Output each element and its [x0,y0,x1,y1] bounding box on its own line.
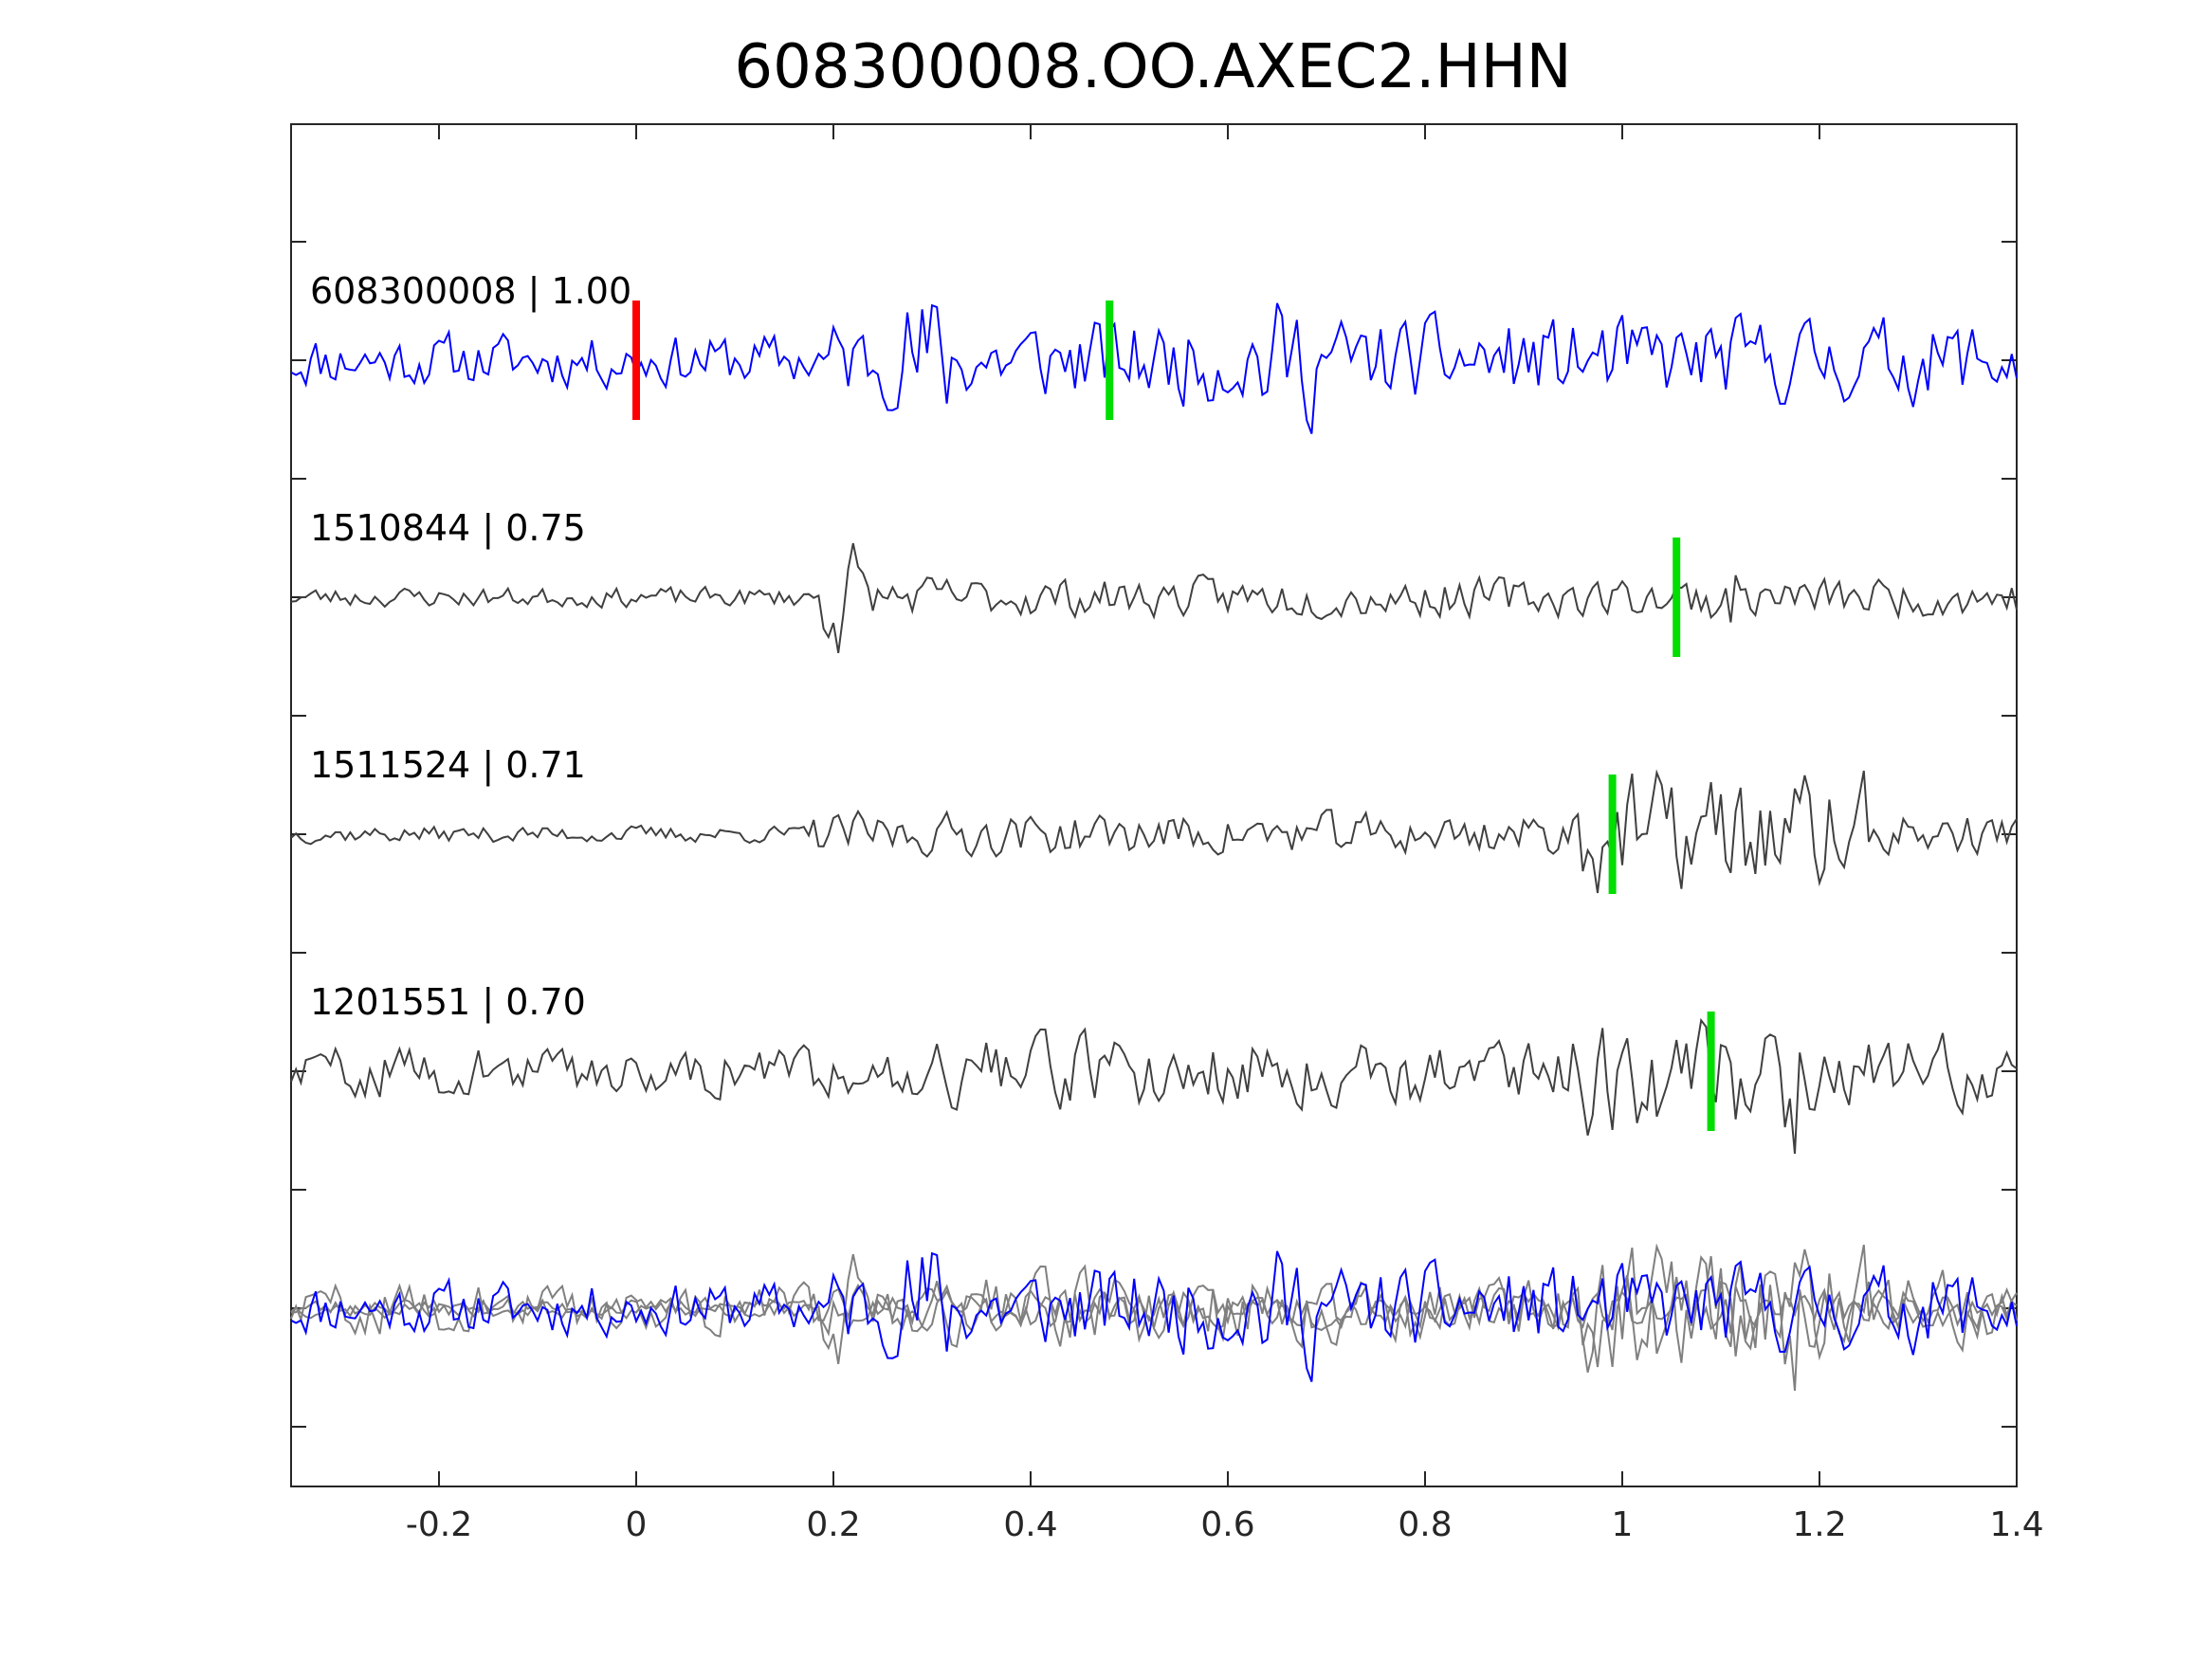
trace-1-label: 608300008 | 1.00 [310,270,631,313]
trace-4-line [290,1017,2018,1155]
x-tick-label: 0.8 [1398,1505,1452,1544]
x-axis-ticks: -0.2 0 0.2 0.4 0.6 0.8 1 1.2 1.4 [406,124,2044,1544]
x-tick-label: 0.6 [1200,1505,1254,1544]
stack-trace-4 [290,1254,2018,1392]
axes-frame [290,123,2018,1487]
x-tick-label: -0.2 [406,1505,472,1544]
stack-trace-1 [290,1250,2018,1382]
plot-area: 608300008 | 1.00 1510844 | 0.75 1511524 | … [290,123,2018,1487]
trace-4-label: 1201551 | 0.70 [310,981,586,1024]
x-tick-label: 0 [626,1505,648,1544]
trace-2-label: 1510844 | 0.75 [310,507,586,550]
chart-title: 608300008.OO.AXEC2.HHN [734,32,1571,102]
trace-1-line [290,302,2018,434]
x-tick-label: 1.4 [1989,1505,2043,1544]
x-tick-label: 1 [1612,1505,1634,1544]
x-tick-label: 1.2 [1792,1505,1846,1544]
trace-2-line [290,542,2018,653]
x-tick-label: 0.2 [806,1505,860,1544]
x-tick-label: 0.4 [1003,1505,1057,1544]
trace-3-label: 1511524 | 0.71 [310,744,586,787]
trace-3-line [290,769,2018,894]
